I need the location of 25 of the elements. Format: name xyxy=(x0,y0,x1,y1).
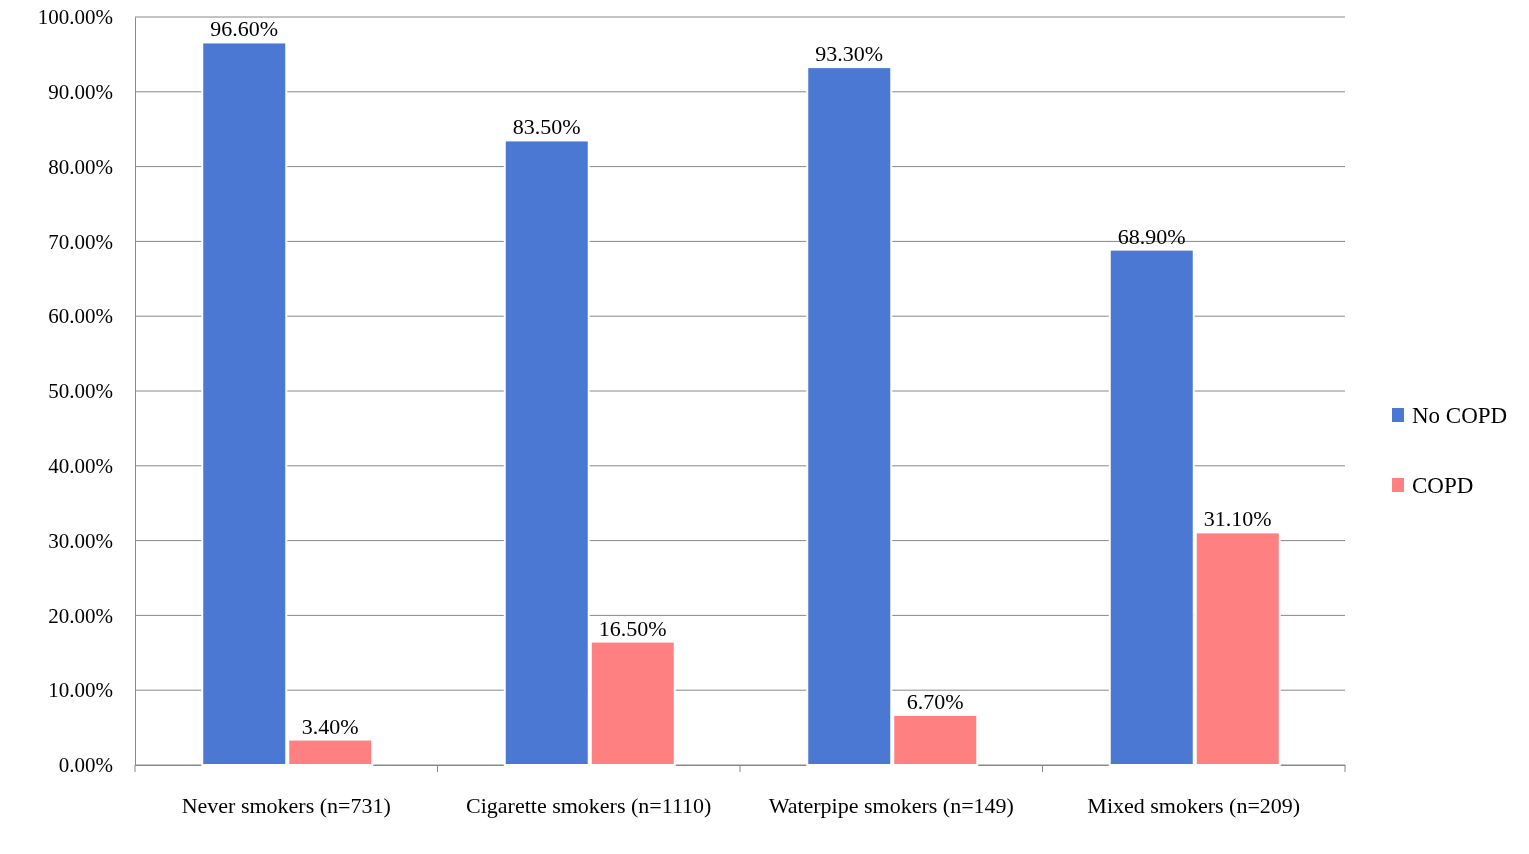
y-tick-label: 20.00% xyxy=(48,603,113,628)
x-tick-label: Never smokers (n=731) xyxy=(181,793,391,818)
y-tick-label: 70.00% xyxy=(48,229,113,254)
y-tick-label: 100.00% xyxy=(37,5,113,30)
y-tick-label: 30.00% xyxy=(48,528,113,553)
data-label: 16.50% xyxy=(598,615,667,641)
data-label: 68.90% xyxy=(1117,223,1186,249)
y-tick-label: 60.00% xyxy=(48,304,113,329)
y-tick-label: 80.00% xyxy=(48,154,113,179)
y-tick-label: 0.00% xyxy=(58,753,113,778)
data-label: 93.30% xyxy=(815,41,884,67)
legend-label: No COPD xyxy=(1412,403,1508,428)
y-tick-label: 10.00% xyxy=(48,678,113,703)
data-label: 83.50% xyxy=(512,114,581,140)
x-tick-label: Waterpipe smokers (n=149) xyxy=(768,793,1014,818)
x-tick-label: Cigarette smokers (n=1110) xyxy=(466,793,712,818)
y-tick-label: 50.00% xyxy=(48,379,113,404)
x-tick-label: Mixed smokers (n=209) xyxy=(1087,793,1301,818)
y-tick-label: 40.00% xyxy=(48,454,113,479)
data-label: 31.10% xyxy=(1203,506,1272,532)
data-label: 6.70% xyxy=(906,688,964,714)
legend-label: COPD xyxy=(1412,473,1474,498)
data-label: 96.60% xyxy=(210,16,279,42)
data-label: 3.40% xyxy=(301,713,359,739)
y-tick-label: 90.00% xyxy=(48,80,113,105)
